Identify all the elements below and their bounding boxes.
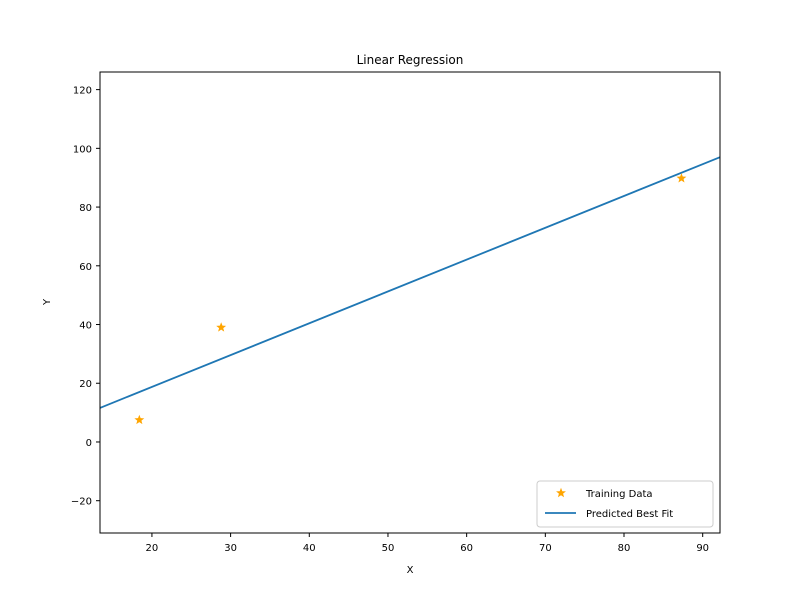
x-tick-label: 30 [224, 543, 237, 554]
training-data-point [134, 414, 145, 425]
x-tick-label: 40 [303, 543, 316, 554]
y-tick-label: 120 [73, 86, 92, 97]
x-tick-label: 70 [539, 543, 552, 554]
x-tick-label: 80 [618, 543, 631, 554]
y-tick-label: 100 [73, 144, 92, 155]
y-tick-label: 0 [86, 438, 92, 449]
training-data-point [216, 322, 227, 332]
chart-title: Linear Regression [357, 53, 464, 67]
x-tick-label: 90 [696, 543, 709, 554]
legend: Training Data Predicted Best Fit [536, 480, 714, 528]
y-tick-label: 60 [79, 262, 92, 273]
legend-star-marker [556, 487, 566, 498]
y-tick-label: 80 [79, 203, 92, 214]
y-tick-label: −20 [71, 497, 92, 508]
x-axis: 20 30 40 50 60 70 80 90 [146, 533, 709, 554]
legend-label-training-data: Training Data [585, 489, 653, 500]
training-data-point [676, 173, 687, 183]
x-tick-label: 60 [460, 543, 473, 554]
x-tick-label: 20 [146, 543, 159, 554]
plot-frame [99, 71, 721, 534]
best-fit-line [99, 156, 721, 409]
legend-label-predicted-best-fit: Predicted Best Fit [586, 509, 673, 520]
x-tick-label: 50 [382, 543, 395, 554]
y-axis: −20 0 20 40 60 80 100 120 [71, 86, 100, 508]
y-axis-label: Y [42, 298, 53, 306]
x-axis-label: X [407, 565, 414, 576]
legend-box [536, 480, 714, 528]
y-tick-label: 20 [79, 379, 92, 390]
y-tick-label: 40 [79, 321, 92, 332]
